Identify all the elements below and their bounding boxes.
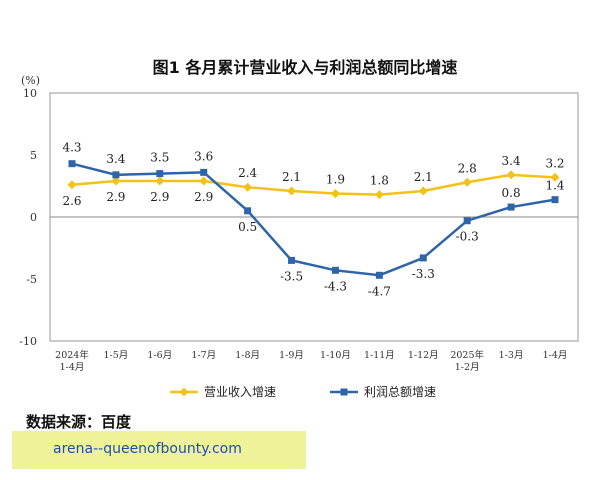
x-tick-label: 1-8月 xyxy=(235,350,260,361)
x-tick-label: 1-9月 xyxy=(279,350,304,361)
series-line xyxy=(71,162,556,277)
data-label: -4.3 xyxy=(324,279,347,293)
y-tick-label: 0 xyxy=(30,211,37,224)
data-label: 2.1 xyxy=(282,170,301,184)
watermark-banner: arena--queenofbounty.com xyxy=(12,431,306,469)
data-point-marker xyxy=(200,168,208,176)
data-point-marker xyxy=(288,256,296,264)
data-label: 1.9 xyxy=(326,172,345,186)
data-label: 3.6 xyxy=(194,149,213,163)
data-label: 0.5 xyxy=(238,220,257,234)
x-tick-label: 1-4月 xyxy=(543,350,568,361)
chart-title: 图1 各月累计营业收入与利润总额同比增速 xyxy=(153,58,458,77)
x-tick-label-line2: 1-4月 xyxy=(60,362,85,373)
data-point-marker xyxy=(418,186,428,196)
data-point-marker xyxy=(67,180,77,190)
series-line xyxy=(71,173,556,196)
data-label: 4.3 xyxy=(62,141,81,155)
data-label: -0.3 xyxy=(456,230,479,244)
data-point-marker xyxy=(551,196,559,204)
data-label: 1.4 xyxy=(545,179,564,193)
data-label: -3.3 xyxy=(412,267,435,281)
legend-marker xyxy=(179,387,189,397)
y-tick-label: 5 xyxy=(30,149,37,162)
y-tick-label: -10 xyxy=(19,335,37,348)
data-point-marker xyxy=(374,190,384,200)
data-label: 2.9 xyxy=(150,190,169,204)
data-point-marker xyxy=(330,188,340,198)
x-tick-label: 1-12月 xyxy=(408,350,439,361)
series-1: 4.3 3.4 3.5 3.6 0.5 -3.5 -4.3 -4.7 -3.3 -0.3 0.8 1.… xyxy=(62,141,564,299)
data-source-note: 数据来源：百度 xyxy=(26,413,132,431)
data-point-marker xyxy=(375,271,383,279)
y-tick-label: 10 xyxy=(23,87,37,100)
data-point-marker xyxy=(156,170,164,178)
x-tick-label: 1-10月 xyxy=(320,350,351,361)
x-tick-label: 2024年 xyxy=(55,349,89,361)
data-point-marker xyxy=(111,176,121,186)
data-point-marker xyxy=(155,176,165,186)
x-tick-label: 1-6月 xyxy=(147,350,172,361)
data-point-marker xyxy=(463,217,471,225)
x-tick-label: 1-11月 xyxy=(364,350,395,361)
data-label: 3.5 xyxy=(150,151,169,165)
legend-marker xyxy=(340,388,348,396)
data-label: 2.4 xyxy=(238,166,257,180)
data-point-marker xyxy=(199,176,209,186)
data-point-marker xyxy=(244,207,252,215)
legend-item: 营业收入增速 xyxy=(170,385,276,399)
legend-item: 利润总额增速 xyxy=(330,385,436,399)
data-point-marker xyxy=(550,172,560,182)
data-label: 1.8 xyxy=(370,174,389,188)
data-label: 2.8 xyxy=(458,161,477,175)
data-point-marker xyxy=(331,266,339,274)
y-axis-unit-label: (%) xyxy=(21,74,40,87)
x-tick-label: 1-5月 xyxy=(104,350,129,361)
x-tick-label-line2: 1-2月 xyxy=(455,362,480,373)
data-label: 2.6 xyxy=(62,194,81,208)
x-tick-label: 2025年 xyxy=(450,349,484,361)
series-0: 2.6 2.9 2.9 2.9 2.4 2.1 1.9 1.8 2.1 2.8 3.4 3.2 xyxy=(62,154,564,208)
data-point-marker xyxy=(462,177,472,187)
data-label: 3.2 xyxy=(545,156,564,170)
data-point-marker xyxy=(243,182,253,192)
data-label: 2.9 xyxy=(106,190,125,204)
data-label: 3.4 xyxy=(502,154,521,168)
data-point-marker xyxy=(506,170,516,180)
data-point-marker xyxy=(287,186,297,196)
legend-label: 利润总额增速 xyxy=(364,385,436,399)
data-point-marker xyxy=(419,254,427,262)
x-tick-label: 1-3月 xyxy=(499,350,524,361)
data-point-marker xyxy=(68,160,76,168)
data-label: -3.5 xyxy=(280,269,303,283)
data-label: 3.4 xyxy=(106,152,125,166)
watermark-text: arena--queenofbounty.com xyxy=(53,441,242,457)
data-label: 0.8 xyxy=(502,186,521,200)
data-point-marker xyxy=(112,171,120,179)
data-label: -4.7 xyxy=(368,284,391,298)
data-label: 2.1 xyxy=(414,170,433,184)
legend-label: 营业收入增速 xyxy=(204,385,276,399)
x-tick-label: 1-7月 xyxy=(191,350,216,361)
data-label: 2.9 xyxy=(194,190,213,204)
data-point-marker xyxy=(507,203,515,211)
y-tick-label: -5 xyxy=(26,273,37,286)
